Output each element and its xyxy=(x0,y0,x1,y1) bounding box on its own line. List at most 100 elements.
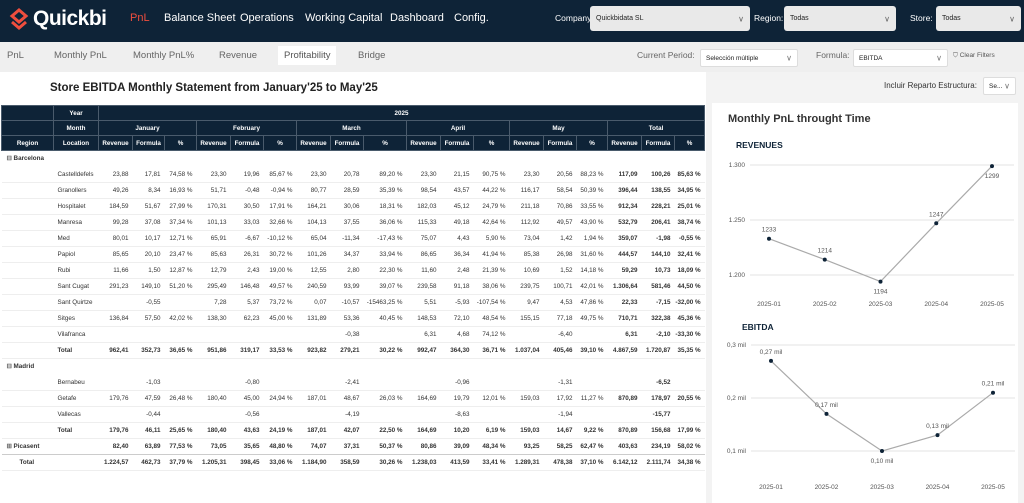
tab-bridge[interactable]: Bridge xyxy=(358,50,386,61)
region-name: Madrid xyxy=(13,363,35,371)
value-cell: 12,71 % xyxy=(164,230,197,247)
value-cell: 58,02 % xyxy=(677,443,701,450)
current-period-select[interactable]: Selección múltiple ∨ xyxy=(700,49,798,67)
value-cell xyxy=(164,294,197,311)
value-cell xyxy=(164,326,197,343)
value-cell: 22,33 xyxy=(607,294,642,311)
region-select[interactable]: Todas ∨ xyxy=(784,6,896,31)
value-cell: 228,21 xyxy=(641,198,675,215)
value-cell xyxy=(196,326,231,343)
value-cell xyxy=(196,374,231,391)
current-period-value: Selección múltiple xyxy=(706,54,759,62)
value-cell: 26,48 % xyxy=(164,390,197,407)
value-cell: -2,41 xyxy=(330,374,364,391)
value-cell: 21,39 % xyxy=(473,262,510,279)
value-cell xyxy=(576,374,608,391)
value-cell: 180,40 xyxy=(196,390,231,407)
clear-filters-button[interactable]: ⛉ Clear Filters xyxy=(953,52,995,60)
value-cell: 70,86 xyxy=(543,198,577,215)
collapse-icon[interactable]: ⊟ xyxy=(6,155,14,163)
value-cell: 8,34 xyxy=(132,182,165,199)
tab-monthly-pnl[interactable]: Monthly PnL xyxy=(54,50,107,61)
value-cell: 19,00 % xyxy=(263,262,297,279)
value-cell: 33,55 % xyxy=(576,198,608,215)
value-cell: 46,11 xyxy=(132,422,165,439)
value-cell: 710,71 xyxy=(607,310,642,327)
data-point xyxy=(824,411,829,416)
x-tick-label: 2025-01 xyxy=(759,484,783,491)
value-cell: 77,53 % xyxy=(169,443,193,450)
value-cell: 1.306,64 xyxy=(607,278,642,295)
value-cell: 131,89 xyxy=(296,310,331,327)
column-header: % xyxy=(673,135,706,151)
value-cell: -15,77 xyxy=(641,406,675,423)
nav-dashboard[interactable]: Dashboard xyxy=(390,12,444,24)
collapse-icon[interactable]: ⊟ xyxy=(6,363,14,371)
value-cell: 85,63 % xyxy=(674,166,705,183)
tab-profitability[interactable]: Profitability xyxy=(278,46,337,65)
x-tick-label: 2025-05 xyxy=(981,484,1005,491)
value-cell: 159,03 xyxy=(509,422,544,439)
value-cell: 93,25 xyxy=(523,443,540,450)
company-select[interactable]: Quickbidata SL ∨ xyxy=(590,6,750,31)
value-cell: 35,35 % xyxy=(674,342,705,359)
value-cell: 396,44 xyxy=(607,182,642,199)
column-header: Revenue xyxy=(509,135,544,151)
formula-select[interactable]: EBITDA ∨ xyxy=(853,49,948,67)
region-spacer xyxy=(1,262,54,279)
column-header: Revenue xyxy=(406,135,441,151)
value-cell: 51,20 % xyxy=(164,278,197,295)
value-cell: 319,17 xyxy=(230,342,264,359)
value-cell: 444,57 xyxy=(607,246,642,263)
value-cell: 37,34 % xyxy=(164,214,197,231)
table-row: Sitges 136,84 57,50 42,02 % 138,30 62,23 45,00… xyxy=(1,310,705,327)
expand-icon[interactable]: ⊞ xyxy=(6,443,14,450)
table-row: Bernabeu -1,03 -0,80 -2,41 -0,96 -1,31 -6,52 xyxy=(1,374,705,391)
nav-config[interactable]: Config. xyxy=(454,12,489,24)
value-cell: 104,13 xyxy=(296,214,331,231)
value-cell: 35,65 xyxy=(243,443,260,450)
column-header: % xyxy=(164,135,197,151)
value-cell: -8,63 xyxy=(440,406,474,423)
value-cell: 112,92 xyxy=(509,214,544,231)
value-cell xyxy=(473,374,510,391)
value-cell: 74,07 xyxy=(310,443,327,450)
company-value: Quickbidata SL xyxy=(596,15,644,22)
tab-revenue[interactable]: Revenue xyxy=(219,50,258,61)
value-cell: 48,80 % xyxy=(269,443,293,450)
value-cell: 51,67 xyxy=(132,198,165,215)
store-select[interactable]: Todas ∨ xyxy=(936,6,1021,31)
value-cell: 25,65 % xyxy=(164,422,197,439)
incluir-reparto-select[interactable]: Se... ∨ xyxy=(983,77,1016,95)
nav-balance-sheet[interactable]: Balance Sheet xyxy=(164,12,236,24)
region-total-row: Total 962,41 352,73 36,65 % 951,86 319,17 33,5… xyxy=(1,342,705,359)
value-cell: 138,55 xyxy=(641,182,675,199)
region-col-header: Region xyxy=(1,135,54,151)
region-row: ⊟ Madrid xyxy=(2,359,705,375)
value-cell: 398,45 xyxy=(230,454,264,471)
region-row: ⊞ Picasent 82,40 63,89 77,53 % 73,05 35,65 48,… xyxy=(2,439,705,455)
value-cell: 1.289,31 xyxy=(509,454,544,471)
value-cell: 17,91 % xyxy=(263,198,297,215)
value-cell: 90,75 % xyxy=(473,166,510,183)
value-cell: -6,40 xyxy=(543,326,577,343)
value-cell: -10,57 xyxy=(330,294,364,311)
location-name: Vallecas xyxy=(53,406,99,423)
nav-operations[interactable]: Operations xyxy=(240,12,294,24)
column-header: Formula xyxy=(330,135,364,151)
table-row: Sant Quirtze -0,55 7,28 5,37 73,72 % 0,07 -10,… xyxy=(1,294,705,311)
value-cell: 23,47 % xyxy=(164,246,197,263)
value-cell: 39,10 % xyxy=(576,342,608,359)
value-cell: -33,30 % xyxy=(674,326,705,343)
value-cell: 24,94 % xyxy=(263,390,297,407)
header-blank xyxy=(1,105,54,121)
tab-pnl[interactable]: PnL xyxy=(7,50,24,61)
nav-working-capital[interactable]: Working Capital xyxy=(305,12,383,24)
brand-logo[interactable]: Quickbi xyxy=(8,7,107,31)
value-cell: 11,60 xyxy=(406,262,441,279)
value-cell: 18,09 % xyxy=(674,262,705,279)
value-cell: 65,91 xyxy=(196,230,231,247)
tab-monthly-pnl-percent[interactable]: Monthly PnL% xyxy=(133,50,195,61)
value-cell: 30,26 % xyxy=(363,454,407,471)
nav-pnl[interactable]: PnL xyxy=(130,12,150,24)
